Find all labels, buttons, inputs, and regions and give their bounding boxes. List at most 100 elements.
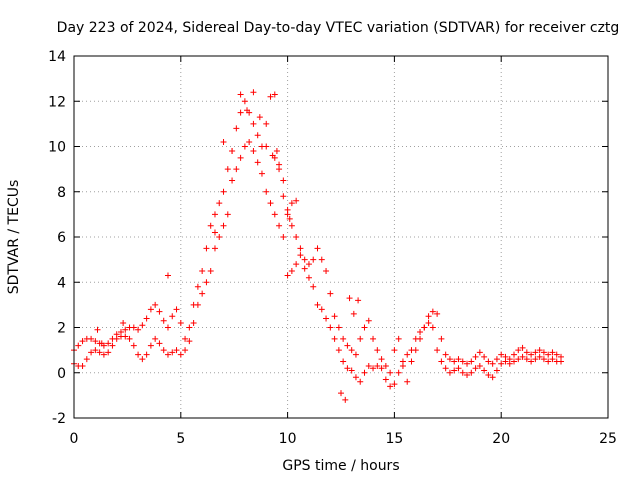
data-point [404,378,411,385]
data-point [468,358,475,365]
data-point [203,245,210,252]
data-point [284,206,291,213]
data-point [472,365,479,372]
data-point [493,356,500,363]
data-point [395,369,402,376]
data-point [256,114,263,121]
data-point [164,351,171,358]
data-point [211,211,218,218]
data-point [540,356,547,363]
data-point [352,374,359,381]
data-point [258,170,265,177]
data-point [263,188,270,195]
data-point [365,362,372,369]
data-point [83,356,90,363]
data-point [246,138,253,145]
data-point [177,351,184,358]
data-point [288,267,295,274]
data-point [288,222,295,229]
data-point [305,261,312,268]
data-point [88,335,95,342]
data-point [220,222,227,229]
data-point [429,308,436,315]
data-point [519,344,526,351]
data-point [451,367,458,374]
data-point [94,326,101,333]
data-point [75,342,82,349]
data-points [71,89,565,403]
data-point [404,351,411,358]
y-tick-label: 10 [48,140,66,156]
x-axis-label: GPS time / hours [282,458,399,474]
data-point [464,372,471,379]
data-point [476,349,483,356]
data-point [382,362,389,369]
data-point [92,347,99,354]
data-point [459,358,466,365]
data-point [79,338,86,345]
data-point [370,335,377,342]
data-point [352,351,359,358]
data-point [536,347,543,354]
data-point [340,358,347,365]
data-point [442,365,449,372]
data-point [502,358,509,365]
data-point [177,319,184,326]
data-point [276,161,283,168]
data-point [284,272,291,279]
data-point [438,335,445,342]
y-tick-label: 12 [48,94,66,110]
data-point [331,313,338,320]
data-point [498,351,505,358]
data-point [88,349,95,356]
data-point [254,132,261,139]
data-point [122,326,129,333]
data-point [280,177,287,184]
data-point [387,383,394,390]
data-point [305,274,312,281]
data-point [207,267,214,274]
data-point [472,353,479,360]
data-point [374,362,381,369]
data-point [263,120,270,127]
data-point [468,369,475,376]
data-point [498,360,505,367]
data-point [126,335,133,342]
x-tick-label: 5 [176,431,185,447]
data-point [350,310,357,317]
data-point [408,358,415,365]
data-point [254,159,261,166]
data-point [241,98,248,105]
data-point [438,358,445,365]
data-point [173,306,180,313]
data-point [365,317,372,324]
data-point [224,211,231,218]
data-point [528,351,535,358]
data-point [229,177,236,184]
data-point [429,324,436,331]
x-tick-label: 20 [492,431,510,447]
data-point [109,342,116,349]
data-point [237,91,244,98]
data-point [361,324,368,331]
data-point [250,89,257,96]
data-point [241,143,248,150]
data-point [100,351,107,358]
data-point [412,335,419,342]
data-point [269,152,276,159]
data-point [451,358,458,365]
data-point [199,267,206,274]
y-tick-label: -2 [52,411,66,427]
data-point [271,211,278,218]
data-point [549,349,556,356]
data-point [293,234,300,240]
data-point [318,306,325,313]
data-point [229,148,236,155]
data-point [391,381,398,388]
data-point [233,125,240,132]
data-point [207,222,214,229]
data-point [361,369,368,376]
x-tick-label: 10 [279,431,297,447]
data-point [105,340,112,347]
